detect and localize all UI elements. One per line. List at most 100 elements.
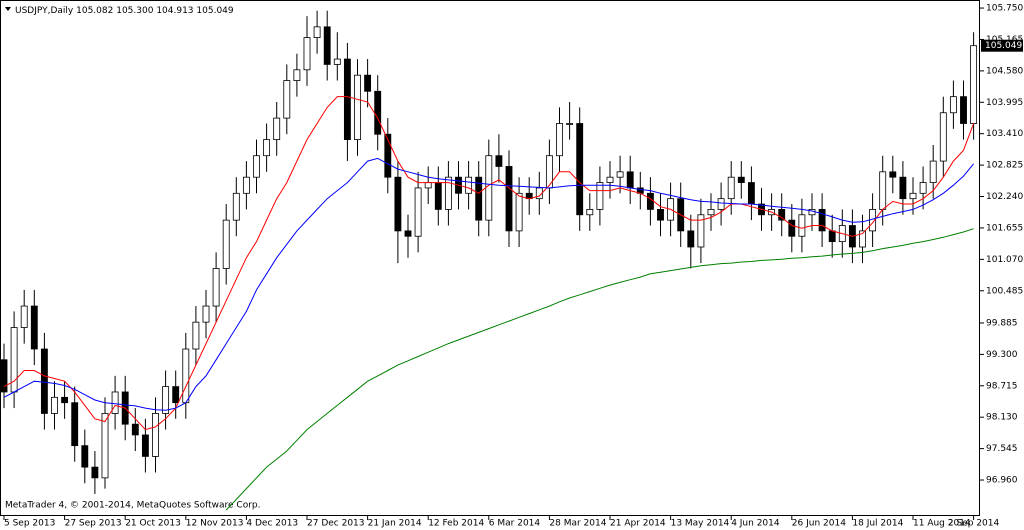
- candle-body: [414, 187, 422, 237]
- candle-body: [717, 198, 725, 210]
- candle-body: [657, 209, 664, 221]
- candle-body: [596, 182, 604, 210]
- candle-body: [172, 386, 180, 404]
- candle-body: [505, 166, 513, 232]
- candle-body: [192, 321, 200, 350]
- candle-body: [91, 466, 99, 479]
- candle-body: [323, 26, 331, 65]
- candle-body: [859, 230, 866, 248]
- candle-body: [687, 230, 695, 248]
- candle-body: [364, 74, 372, 92]
- candle-body: [222, 219, 230, 269]
- candle-body: [162, 386, 170, 414]
- candle-body: [960, 96, 967, 124]
- menu-arrow[interactable]: [5, 7, 11, 11]
- x-tick-label: 12 Feb 2014: [428, 519, 484, 529]
- x-tick-label: 21 Apr 2014: [610, 519, 666, 529]
- x-tick-label: 21 Oct 2013: [125, 519, 181, 529]
- x-tick-label: 21 Jan 2014: [368, 519, 422, 529]
- candle-body: [879, 171, 887, 210]
- candle-body: [798, 214, 806, 237]
- candle-body: [465, 176, 473, 194]
- header-high: 105.300: [116, 6, 153, 16]
- x-tick-label: 11 Aug 2014: [913, 519, 971, 529]
- candle-body: [424, 182, 432, 189]
- candle-body: [475, 176, 483, 221]
- last-price-label: 105.049: [985, 41, 1022, 51]
- y-tick-label: 96.960: [986, 476, 1018, 486]
- y-tick-label: 102.240: [986, 192, 1023, 202]
- candle-body: [313, 26, 321, 38]
- moving-average: [225, 228, 974, 511]
- candle-body: [71, 402, 79, 447]
- y-tick-label: 99.300: [986, 350, 1018, 360]
- candle-body: [818, 209, 826, 232]
- candle-body: [40, 348, 48, 414]
- candle-body: [727, 176, 735, 200]
- candle-body: [586, 209, 594, 216]
- x-tick-label: 2 Sep 2014: [948, 519, 1000, 529]
- y-tick-label: 98.130: [986, 413, 1018, 423]
- y-tick-label: 100.485: [986, 286, 1023, 296]
- x-tick-label: 12 Nov 2013: [186, 519, 244, 529]
- candle-body: [293, 69, 301, 81]
- candle-body: [384, 133, 392, 178]
- candle-body: [939, 112, 947, 162]
- candle-body: [949, 96, 957, 114]
- symbol: USDJPY,Daily: [15, 6, 74, 16]
- candle-body: [0, 359, 8, 393]
- y-tick-label: 103.995: [986, 98, 1023, 108]
- candle-body: [737, 176, 745, 183]
- candle-body: [747, 182, 755, 205]
- plot-frame: [0, 0, 980, 516]
- y-tick-label: 101.655: [986, 223, 1023, 233]
- candle-body: [889, 171, 897, 178]
- footer: MetaTrader 4, © 2001-2014, MetaQuotes So…: [5, 501, 261, 511]
- x-tick-label: 4 Dec 2013: [246, 519, 298, 529]
- candle-body: [778, 209, 786, 221]
- y-tick-label: 101.070: [986, 255, 1023, 265]
- x-tick-label: 5 Sep 2013: [4, 519, 55, 529]
- candle-body: [576, 123, 584, 216]
- y-tick-label: 104.580: [986, 66, 1023, 76]
- candle-body: [212, 268, 220, 307]
- candle-body: [394, 176, 402, 232]
- candle-body: [374, 90, 382, 135]
- candle-body: [343, 58, 351, 141]
- candle-body: [697, 214, 705, 248]
- x-tick-label: 27 Dec 2013: [307, 519, 365, 529]
- candle-body: [101, 413, 109, 479]
- candle-body: [253, 155, 260, 178]
- candle-body: [273, 117, 281, 141]
- candle-body: [202, 305, 210, 323]
- x-tick-label: 6 Mar 2014: [489, 519, 541, 529]
- candle-body: [788, 219, 796, 237]
- candle-body: [333, 58, 341, 65]
- candle-body: [616, 171, 624, 178]
- y-tick-label: 103.410: [986, 129, 1023, 139]
- candle-body: [303, 37, 311, 71]
- y-tick-label: 97.545: [986, 444, 1018, 454]
- candle-body: [929, 160, 937, 183]
- candle-body: [51, 396, 58, 414]
- candle-body: [970, 45, 978, 124]
- x-tick-label: 26 Jun 2014: [792, 519, 846, 529]
- candle-body: [141, 434, 149, 457]
- candle-body: [111, 391, 119, 414]
- candle-body: [152, 413, 159, 457]
- x-tick-label: 18 Jul 2014: [852, 519, 903, 529]
- candle-body: [182, 348, 190, 404]
- candle-body: [232, 192, 240, 221]
- candle-body: [485, 155, 493, 221]
- header-low: 104.913: [156, 6, 193, 16]
- y-tick-label: 98.715: [986, 381, 1018, 391]
- candle-body: [899, 176, 907, 200]
- candle-body: [707, 209, 715, 216]
- candle-body: [626, 171, 634, 189]
- header-open: 105.082: [76, 6, 113, 16]
- candle-body: [495, 155, 503, 167]
- candle-body: [828, 230, 836, 243]
- x-tick-label: 27 Sep 2013: [65, 519, 122, 529]
